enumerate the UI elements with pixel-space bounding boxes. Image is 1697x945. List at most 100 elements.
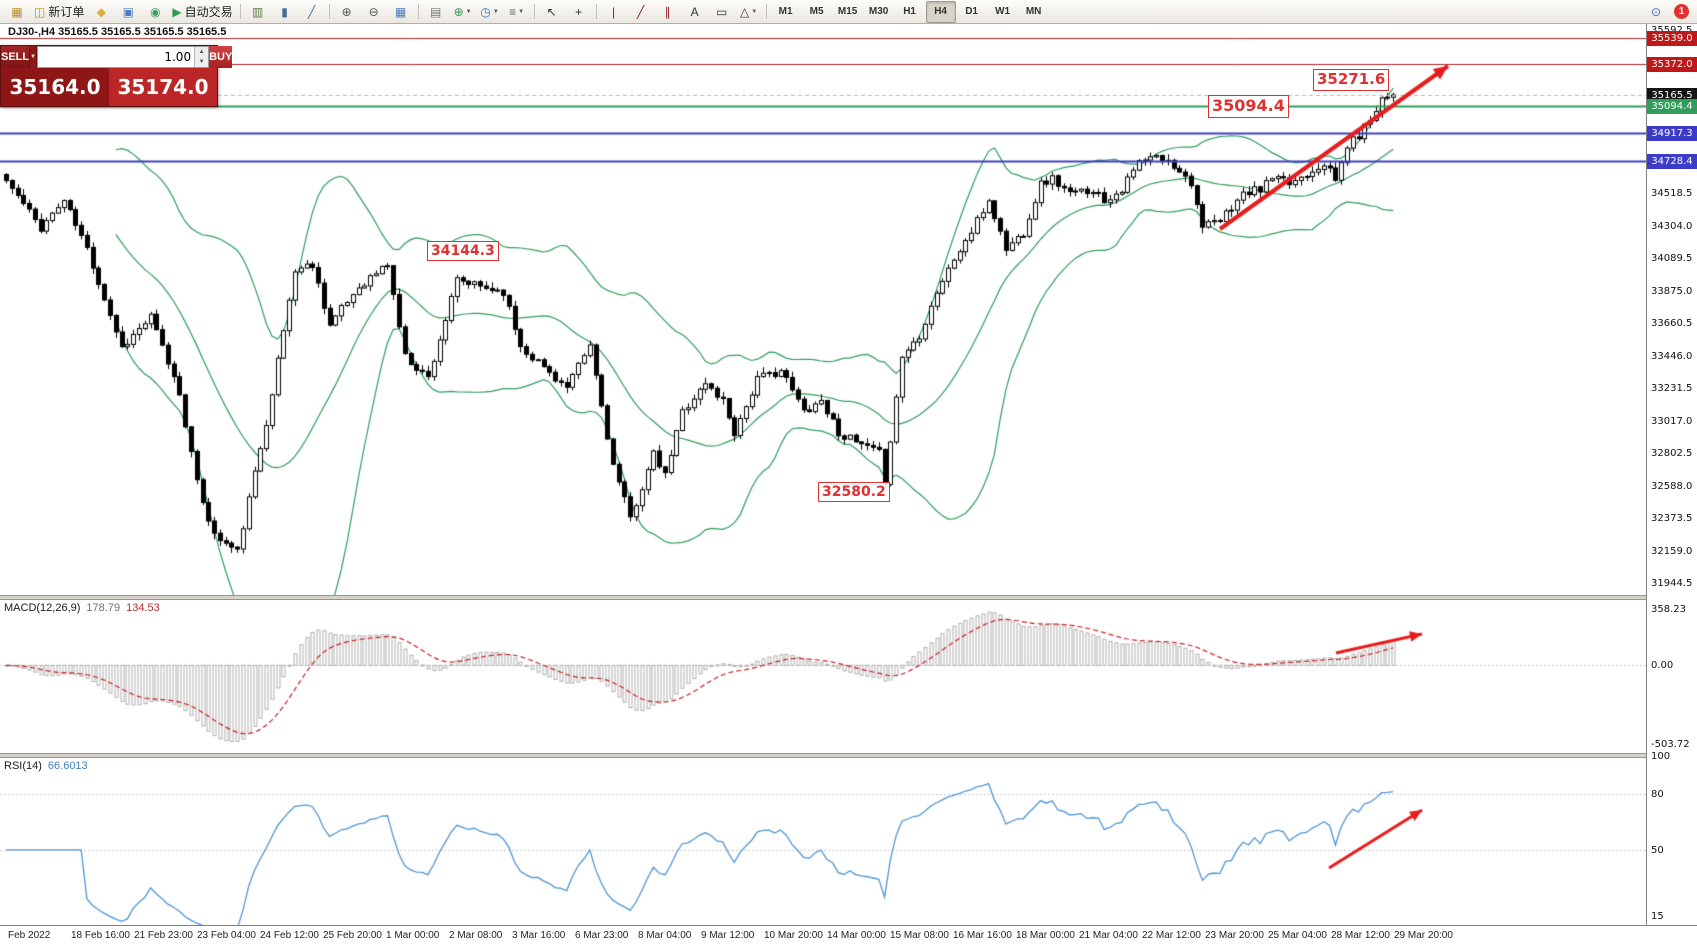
price-annotation[interactable]: 35271.6 [1313,69,1390,91]
timeframe-h4-button[interactable]: H4 [925,0,956,23]
chevron-down-icon: ▼ [492,8,499,15]
spinner-down-icon[interactable]: ▼ [195,57,209,67]
time-axis-label: 3 Mar 16:00 [512,930,566,941]
sell-button[interactable]: SELL [1,46,30,68]
rsi-scale-label: 100 [1651,751,1671,762]
price-badge: 34917.3 [1647,125,1697,141]
add-indicator-icon: ⊕ [453,4,464,19]
timeframe-d1-button[interactable]: D1 [965,6,978,17]
time-axis-label: 18 Mar 00:00 [1016,930,1075,941]
refresh-icon[interactable]: ◉ [142,1,168,23]
text-icon: A [690,4,699,19]
arrange-charts-icon[interactable]: ▤ [423,1,449,23]
tile-windows-icon[interactable]: ▦ [388,1,414,23]
period-icon: ◷ [480,4,491,19]
line-chart-icon: ╱ [307,4,316,19]
price-tick: 33017.0 [1651,415,1693,427]
notification-badge[interactable]: 1 [1674,4,1689,19]
toolbar-separator [417,4,419,19]
timeframe-m5-button[interactable]: M5 [809,6,824,17]
price-tick: 32373.5 [1651,513,1693,525]
search-icon[interactable]: ⊙ [1643,1,1669,23]
templates-icon: ≡ [509,4,517,19]
main-chart-canvas[interactable] [0,24,1646,595]
toolbar-separator [595,4,597,19]
price-badge: 35539.0 [1647,31,1697,47]
shapes-icon: △ [740,4,750,19]
rsi-indicator-label: RSI(14) 66.6013 [4,760,88,772]
macd-scale-label: 358.23 [1651,604,1686,616]
volume-input[interactable] [38,47,195,67]
timeframe-m30-button[interactable]: M30 [868,6,889,17]
channel-icon[interactable]: ∥ [655,1,681,23]
macd-scale-label: 0.00 [1651,660,1674,672]
time-axis-label: 14 Mar 00:00 [827,930,886,941]
text-icon[interactable]: A [682,1,708,23]
panel-divider[interactable] [0,753,1697,758]
time-axis[interactable]: Feb 2022 18 Feb 16:00 21 Feb 23:00 23 Feb 0… [0,925,1697,945]
zoom-in-icon: ⊕ [341,4,352,19]
crosshair-icon[interactable]: + [566,1,592,23]
trendline-icon: ╱ [636,4,645,19]
price-annotation[interactable]: 34144.3 [427,241,499,262]
sell-price[interactable]: 35164.0 [1,68,109,106]
time-axis-label: 28 Mar 12:00 [1331,930,1390,941]
price-annotation[interactable]: 35094.4 [1208,95,1289,118]
rsi-value: 66.6013 [47,760,88,772]
period-button[interactable]: ◷ ▼ [477,1,503,23]
buy-button[interactable]: BUY [209,46,233,68]
chevron-down-icon[interactable]: ▼ [29,46,38,68]
bar-chart-icon[interactable]: ▥ [245,1,271,23]
macd-signal-value: 134.53 [126,602,160,614]
line-chart-icon[interactable]: ╱ [299,1,325,23]
spinner-up-icon[interactable]: ▲ [195,47,209,57]
price-tick: 34089.5 [1651,253,1693,265]
timeframe-m1-button[interactable]: M1 [778,6,793,17]
macd-panel-canvas[interactable] [0,598,1646,753]
profiles-icon: ◆ [96,4,106,19]
timeframe-h1-button[interactable]: H1 [903,6,916,17]
zoom-out-icon[interactable]: ⊖ [361,1,387,23]
one-click-trading-panel: SELL ▼ ▲ ▼ BUY 35164.0 35174.0 [0,45,233,107]
timeframe-mn-button[interactable]: MN [1025,6,1042,17]
macd-name: MACD(12,26,9) [4,602,81,614]
time-axis-label: 18 Feb 16:00 [71,930,130,941]
timeframe-m15-button[interactable]: M15 [837,6,858,17]
price-annotation[interactable]: 32580.2 [818,482,890,503]
market-watch-icon[interactable]: ▣ [115,1,141,23]
chevron-down-icon: ▼ [518,8,525,15]
vertical-line-icon[interactable]: | [601,1,627,23]
toolbar-separator [533,4,535,19]
auto-trading-button[interactable]: ▶ 自动交易 [169,1,235,23]
trendline-icon[interactable]: ╱ [628,1,654,23]
refresh-icon: ◉ [150,4,161,19]
rsi-scale-label: 80 [1651,788,1664,800]
rsi-panel-canvas[interactable] [0,756,1646,925]
price-tick: 32802.5 [1651,448,1693,460]
macd-indicator-label: MACD(12,26,9) 178.79 134.53 [4,602,160,614]
candlestick-icon[interactable]: ▮ [272,1,298,23]
label-icon[interactable]: ▭ [709,1,735,23]
chart-ohlc-label: DJ30-,H4 35165.5 35165.5 35165.5 35165.5 [8,26,227,38]
add-indicator-button[interactable]: ⊕ ▼ [450,1,476,23]
time-axis-label: 24 Feb 12:00 [260,930,319,941]
volume-stepper: ▲ ▼ [194,47,209,67]
time-axis-label: 8 Mar 04:00 [638,930,692,941]
price-badge: 34728.4 [1647,154,1697,170]
profiles-icon[interactable]: ◆ [88,1,114,23]
charts-window-icon[interactable]: ▦ [4,1,30,23]
panel-divider[interactable] [0,595,1697,600]
buy-price[interactable]: 35174.0 [109,68,217,106]
zoom-in-icon[interactable]: ⊕ [334,1,360,23]
macd-main-value: 178.79 [86,602,121,614]
vertical-line-icon: | [612,4,616,19]
volume-field: ▲ ▼ [37,46,210,68]
new-order-button[interactable]: ◫ 新订单 [31,1,87,23]
price-tick: 33231.5 [1651,383,1693,395]
timeframe-w1-button[interactable]: W1 [995,6,1011,17]
templates-button[interactable]: ≡ ▼ [504,1,530,23]
auto-trading-icon: ▶ [172,4,182,19]
shapes-button[interactable]: △ ▼ [736,1,762,23]
price-scale[interactable]: 35592.5 34518.5 34304.0 34089.5 33875.0 33660… [1646,24,1697,944]
cursor-icon[interactable]: ↖ [539,1,565,23]
